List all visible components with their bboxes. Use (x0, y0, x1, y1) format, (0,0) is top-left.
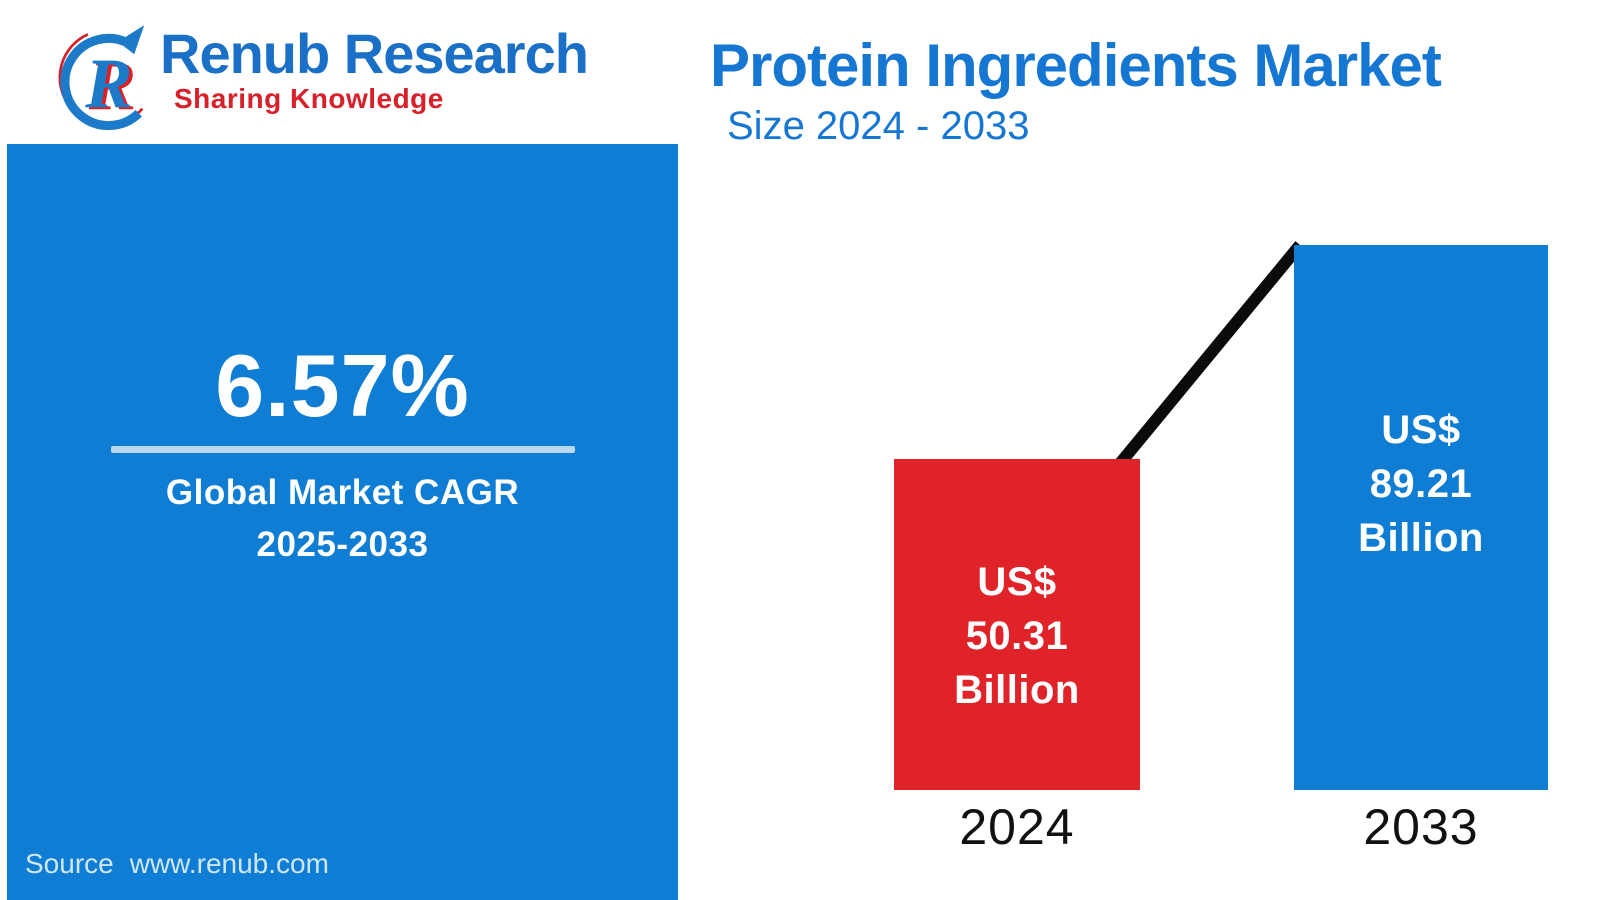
source-url: www.renub.com (129, 848, 329, 879)
bar-2024: US$ 50.31 Billion (894, 459, 1140, 790)
bar-2024-unit: Billion (954, 668, 1080, 712)
renub-logo-icon: R R (58, 25, 145, 131)
cagr-divider-line (110, 446, 575, 453)
brand-name: Renub Research (160, 22, 589, 85)
logo-r-letter: R (84, 45, 132, 123)
page-subtitle: Size 2024 - 2033 (727, 104, 1030, 148)
x-axis-label-2024: 2024 (959, 799, 1075, 855)
x-axis-label-2033: 2033 (1363, 799, 1479, 855)
bar-2024-value: 50.31 (965, 614, 1069, 658)
logo-r-shadow: R (88, 47, 136, 125)
brand-tagline: Sharing Knowledge (174, 83, 444, 114)
brand-text-block: Renub Research Sharing Knowledge (160, 22, 589, 115)
cagr-panel: 6.57% Global Market CAGR 2025-2033 Sourc… (7, 144, 678, 900)
bar-2033-unit: Billion (1358, 516, 1484, 560)
bar-2033-value: 89.21 (1369, 462, 1473, 506)
bar-2033-currency: US$ (1381, 408, 1461, 452)
source-label: Source (25, 848, 114, 879)
bar-2033: US$ 89.21 Billion (1294, 245, 1548, 790)
source-line: Source www.renub.com (25, 848, 329, 880)
page-title: Protein Ingredients Market (710, 32, 1442, 99)
bar-2024-currency: US$ (977, 560, 1057, 604)
cagr-years: 2025-2033 (256, 525, 429, 564)
cagr-label: Global Market CAGR (165, 473, 520, 512)
cagr-value: 6.57% (215, 336, 470, 435)
title-block: Protein Ingredients Market Size 2024 - 2… (710, 32, 1442, 149)
